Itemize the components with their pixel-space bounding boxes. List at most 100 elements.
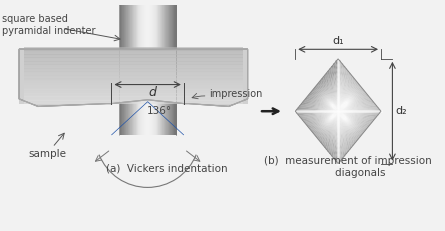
Polygon shape <box>334 83 335 84</box>
Polygon shape <box>317 91 319 93</box>
Polygon shape <box>312 100 314 102</box>
Polygon shape <box>347 120 348 121</box>
Polygon shape <box>324 141 326 143</box>
Polygon shape <box>340 153 343 154</box>
Polygon shape <box>334 116 335 117</box>
Polygon shape <box>339 101 340 102</box>
Polygon shape <box>343 127 344 128</box>
Polygon shape <box>323 95 324 96</box>
Polygon shape <box>352 107 353 108</box>
Polygon shape <box>338 133 340 134</box>
Polygon shape <box>334 114 335 115</box>
Polygon shape <box>341 98 342 99</box>
Bar <box>19 51 247 53</box>
Polygon shape <box>334 90 335 91</box>
Polygon shape <box>356 107 358 108</box>
Polygon shape <box>338 139 340 140</box>
Polygon shape <box>364 107 365 109</box>
Polygon shape <box>309 124 311 126</box>
Polygon shape <box>335 125 336 126</box>
Polygon shape <box>338 140 340 142</box>
Polygon shape <box>344 135 346 136</box>
Polygon shape <box>332 137 334 138</box>
Polygon shape <box>360 115 361 116</box>
Polygon shape <box>358 101 359 102</box>
Polygon shape <box>349 115 350 116</box>
Polygon shape <box>330 125 331 126</box>
Polygon shape <box>347 145 349 146</box>
Polygon shape <box>343 116 344 117</box>
Polygon shape <box>317 99 318 101</box>
Bar <box>154 6 155 135</box>
Polygon shape <box>331 107 332 108</box>
Polygon shape <box>336 119 337 120</box>
Polygon shape <box>332 121 333 122</box>
Polygon shape <box>346 128 347 130</box>
Polygon shape <box>364 98 365 99</box>
Polygon shape <box>321 100 322 102</box>
Polygon shape <box>332 105 333 106</box>
Polygon shape <box>358 116 359 117</box>
Polygon shape <box>331 97 332 98</box>
Polygon shape <box>316 85 317 87</box>
Polygon shape <box>371 113 372 115</box>
Polygon shape <box>366 116 367 117</box>
Polygon shape <box>346 94 347 95</box>
Polygon shape <box>356 136 359 137</box>
Polygon shape <box>328 83 329 84</box>
Polygon shape <box>316 122 317 124</box>
Polygon shape <box>316 136 317 137</box>
Polygon shape <box>307 109 308 111</box>
Polygon shape <box>315 109 316 110</box>
Polygon shape <box>333 108 334 109</box>
Polygon shape <box>320 101 321 102</box>
Polygon shape <box>359 131 361 133</box>
Polygon shape <box>326 80 328 81</box>
Polygon shape <box>324 78 326 79</box>
Polygon shape <box>334 99 335 100</box>
Polygon shape <box>345 95 346 97</box>
Polygon shape <box>344 90 345 91</box>
Polygon shape <box>373 103 375 106</box>
Polygon shape <box>324 105 325 106</box>
Polygon shape <box>327 106 328 107</box>
Polygon shape <box>341 102 342 103</box>
Polygon shape <box>313 119 314 121</box>
Polygon shape <box>333 78 335 80</box>
Bar <box>19 81 247 82</box>
Bar <box>19 79 247 81</box>
Polygon shape <box>343 155 345 156</box>
Polygon shape <box>351 93 352 95</box>
Polygon shape <box>345 115 346 116</box>
Polygon shape <box>307 121 308 123</box>
Polygon shape <box>336 91 337 92</box>
Polygon shape <box>319 132 320 134</box>
Polygon shape <box>351 119 352 120</box>
Polygon shape <box>329 93 330 94</box>
Polygon shape <box>351 144 353 146</box>
Polygon shape <box>345 96 347 97</box>
Polygon shape <box>342 108 343 109</box>
Polygon shape <box>369 97 371 99</box>
Polygon shape <box>343 89 344 90</box>
Polygon shape <box>329 112 330 113</box>
Polygon shape <box>320 131 322 132</box>
Polygon shape <box>339 105 340 106</box>
Polygon shape <box>338 77 340 78</box>
Polygon shape <box>330 86 332 87</box>
Bar <box>149 6 150 135</box>
Polygon shape <box>330 106 331 107</box>
Polygon shape <box>344 74 346 75</box>
Polygon shape <box>328 111 329 112</box>
Polygon shape <box>358 112 359 113</box>
Polygon shape <box>325 130 327 132</box>
Bar <box>24 96 243 98</box>
Polygon shape <box>364 129 366 131</box>
Polygon shape <box>334 84 336 85</box>
Polygon shape <box>378 111 379 113</box>
Polygon shape <box>351 110 352 111</box>
Polygon shape <box>349 103 351 104</box>
Polygon shape <box>355 112 356 113</box>
Polygon shape <box>324 143 326 145</box>
Polygon shape <box>334 102 335 103</box>
